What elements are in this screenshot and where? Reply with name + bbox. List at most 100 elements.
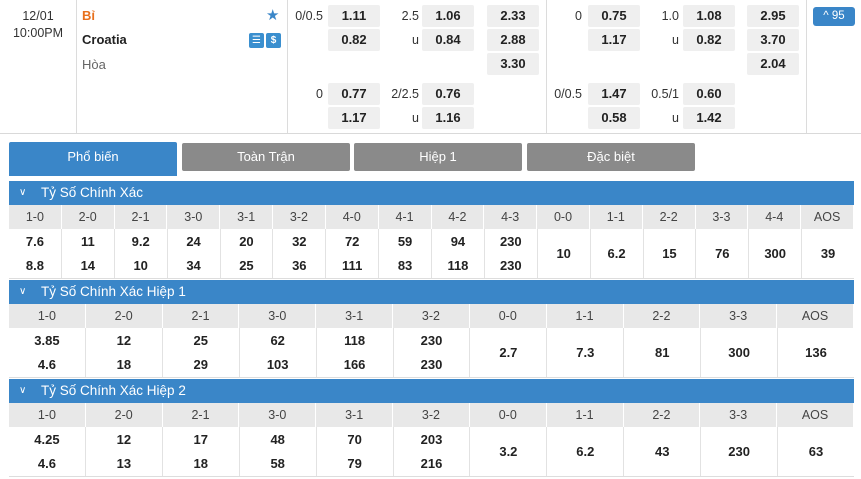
- odds-cell[interactable]: 1.11: [328, 5, 380, 27]
- odds-value[interactable]: 300: [764, 245, 787, 261]
- odds-value[interactable]: 9.2: [131, 233, 150, 249]
- odds-value[interactable]: 230: [420, 332, 443, 348]
- star-icon[interactable]: ★: [266, 7, 280, 24]
- odds-value[interactable]: 18: [116, 356, 132, 372]
- odds-value[interactable]: 15: [662, 245, 677, 261]
- odds-cell[interactable]: 2.88: [487, 29, 539, 51]
- odds-value[interactable]: 12: [116, 431, 132, 447]
- odds-value[interactable]: 3.2: [499, 443, 518, 459]
- list-icon[interactable]: ☰: [249, 33, 264, 48]
- odds-value[interactable]: 216: [420, 455, 443, 471]
- home-team[interactable]: Bỉ: [82, 8, 95, 23]
- odds-value[interactable]: 12: [116, 332, 132, 348]
- odds-cell[interactable]: 0.84: [422, 29, 474, 51]
- odds-value[interactable]: 4.25: [34, 431, 60, 447]
- odds-value[interactable]: 34: [186, 257, 201, 273]
- chevron-down-icon[interactable]: ∨: [19, 385, 27, 396]
- odds-value[interactable]: 63: [808, 443, 824, 459]
- odds-cell[interactable]: 1.06: [422, 5, 474, 27]
- odds-cell[interactable]: 1.08: [683, 5, 735, 27]
- odds-value[interactable]: 3.85: [34, 332, 60, 348]
- tab-special[interactable]: Đặc biệt: [527, 143, 695, 171]
- odds-value[interactable]: 230: [499, 233, 522, 249]
- tab-full-time[interactable]: Toàn Trận: [182, 143, 350, 171]
- odds-value[interactable]: 58: [270, 455, 285, 471]
- odds-cell[interactable]: 3.70: [747, 29, 799, 51]
- chevron-down-icon[interactable]: ∨: [19, 187, 27, 198]
- odds-cell[interactable]: 0.82: [328, 29, 380, 51]
- odds-value[interactable]: 4.6: [37, 455, 56, 471]
- odds-value[interactable]: 17: [193, 431, 208, 447]
- odds-value[interactable]: 83: [397, 257, 413, 273]
- odds-value[interactable]: 300: [728, 344, 750, 360]
- odds-value[interactable]: 32: [292, 233, 307, 249]
- odds-value[interactable]: 18: [193, 455, 208, 471]
- odds-value[interactable]: 62: [270, 332, 285, 348]
- section-header[interactable]: ∨ Tỷ Số Chính Xác Hiệp 1: [9, 280, 854, 304]
- odds-value[interactable]: 103: [266, 356, 289, 372]
- odds-value[interactable]: 203: [420, 431, 443, 447]
- odds-value[interactable]: 20: [239, 233, 254, 249]
- odds-value[interactable]: 7.6: [25, 233, 44, 249]
- section-header[interactable]: ∨ Tỷ Số Chính Xác Hiệp 2: [9, 379, 854, 403]
- odds-cell[interactable]: 1.16: [422, 107, 474, 129]
- odds-value[interactable]: 81: [654, 344, 670, 360]
- chevron-down-icon[interactable]: ∨: [19, 286, 27, 297]
- odds-value[interactable]: 76: [715, 245, 730, 261]
- more-markets-button[interactable]: ^ 95: [813, 7, 855, 26]
- odds-value[interactable]: 230: [420, 356, 443, 372]
- score-odds-cell: 300: [749, 229, 803, 278]
- odds-cell[interactable]: 1.17: [328, 107, 380, 129]
- odds-value[interactable]: 230: [728, 443, 750, 459]
- odds-value[interactable]: 166: [343, 356, 366, 372]
- odds-cell[interactable]: 2.33: [487, 5, 539, 27]
- odds-value[interactable]: 2.7: [499, 344, 518, 360]
- odds-cell[interactable]: 0.77: [328, 83, 380, 105]
- odds-value[interactable]: 6.2: [607, 245, 626, 261]
- dollar-icon[interactable]: $: [266, 33, 281, 48]
- odds-cell[interactable]: 1.47: [588, 83, 640, 105]
- odds-value[interactable]: 59: [397, 233, 413, 249]
- odds-cell[interactable]: 1.17: [588, 29, 640, 51]
- odds-value[interactable]: 13: [116, 455, 132, 471]
- odds-cell[interactable]: 2.04: [747, 53, 799, 75]
- odds-value[interactable]: 36: [292, 257, 307, 273]
- odds-value[interactable]: 4.6: [37, 356, 56, 372]
- odds-value[interactable]: 14: [80, 257, 96, 273]
- odds-value[interactable]: 72: [344, 233, 360, 249]
- odds-value[interactable]: 48: [270, 431, 285, 447]
- odds-value[interactable]: 118: [447, 257, 469, 273]
- odds-value[interactable]: 11: [80, 233, 95, 249]
- away-team[interactable]: Croatia: [82, 32, 127, 47]
- odds-value[interactable]: 25: [239, 257, 254, 273]
- odds-value[interactable]: 24: [186, 233, 201, 249]
- tab-popular[interactable]: Phổ biến: [9, 142, 177, 176]
- odds-value[interactable]: 70: [347, 431, 362, 447]
- odds-value[interactable]: 6.2: [576, 443, 595, 459]
- odds-cell[interactable]: 0.82: [683, 29, 735, 51]
- odds-cell[interactable]: 0.76: [422, 83, 474, 105]
- odds-value[interactable]: 94: [450, 233, 466, 249]
- section-header[interactable]: ∨ Tỷ Số Chính Xác: [9, 181, 854, 205]
- odds-value[interactable]: 43: [654, 443, 670, 459]
- odds-value[interactable]: 10: [556, 245, 571, 261]
- odds-value[interactable]: 136: [805, 344, 827, 360]
- odds-cell[interactable]: 1.42: [683, 107, 735, 129]
- odds-cell[interactable]: 3.30: [487, 53, 539, 75]
- odds-cell[interactable]: 0.60: [683, 83, 735, 105]
- odds-value[interactable]: 8.8: [25, 257, 44, 273]
- odds-cell[interactable]: 0.75: [588, 5, 640, 27]
- odds-value[interactable]: 29: [193, 356, 208, 372]
- odds-value[interactable]: 39: [820, 245, 836, 261]
- odds-value[interactable]: 25: [193, 332, 208, 348]
- odds-value[interactable]: 79: [347, 455, 362, 471]
- score-header: 2-2: [624, 403, 701, 427]
- odds-value[interactable]: 111: [342, 257, 363, 273]
- odds-value[interactable]: 118: [344, 332, 366, 348]
- odds-value[interactable]: 7.3: [576, 344, 595, 360]
- tab-first-half[interactable]: Hiệp 1: [354, 143, 522, 171]
- odds-cell[interactable]: 0.58: [588, 107, 640, 129]
- odds-value[interactable]: 230: [499, 257, 522, 273]
- odds-cell[interactable]: 2.95: [747, 5, 799, 27]
- odds-value[interactable]: 10: [133, 257, 148, 273]
